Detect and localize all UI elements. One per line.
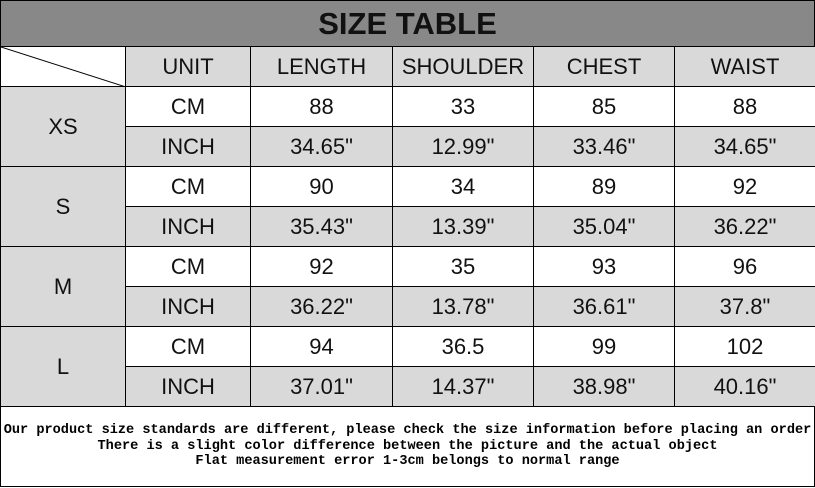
value-cell: 36.5 [392, 326, 534, 367]
value-cell: 99 [533, 326, 675, 367]
size-row-cm: M CM 92 35 93 96 [0, 246, 815, 327]
value-cell: 12.99" [392, 126, 534, 167]
unit-cell: CM [125, 326, 251, 367]
table-title: SIZE TABLE [0, 0, 815, 47]
value-cell: 92 [674, 166, 815, 207]
value-cell: 88 [250, 86, 393, 127]
value-cell: 34.65" [250, 126, 393, 167]
value-cell: 37.01" [250, 366, 393, 407]
value-cell: 40.16" [674, 366, 815, 407]
diagonal-line [1, 47, 126, 87]
value-cell: 13.78" [392, 286, 534, 327]
size-row-inch: INCH 34.65" 12.99" 33.46" 34.65" [1, 126, 815, 167]
value-cell: 38.98" [533, 366, 675, 407]
value-cell: 92 [250, 246, 393, 287]
size-row-cm: XS CM 88 33 85 88 [0, 86, 815, 167]
value-cell: 35.43" [250, 206, 393, 247]
size-label: L [0, 326, 126, 407]
corner-cell [0, 46, 126, 87]
size-label: M [0, 246, 126, 327]
header-chest: CHEST [533, 46, 675, 87]
value-cell: 34.65" [674, 126, 815, 167]
value-cell: 35 [392, 246, 534, 287]
value-cell: 35.04" [533, 206, 675, 247]
value-cell: 33 [392, 86, 534, 127]
value-cell: 36.22" [250, 286, 393, 327]
size-row-inch: INCH 37.01" 14.37" 38.98" 40.16" [1, 366, 815, 407]
value-cell: 93 [533, 246, 675, 287]
value-cell: 89 [533, 166, 675, 207]
header-shoulder: SHOULDER [392, 46, 534, 87]
value-cell: 14.37" [392, 366, 534, 407]
header-unit: UNIT [125, 46, 251, 87]
unit-cell: INCH [125, 366, 251, 407]
size-row-cm: S CM 90 34 89 92 [0, 166, 815, 247]
value-cell: 88 [674, 86, 815, 127]
size-row-inch: INCH 35.43" 13.39" 35.04" 36.22" [1, 206, 815, 247]
header-length: LENGTH [250, 46, 393, 87]
footer-line: There is a slight color difference betwe… [97, 438, 718, 454]
size-label: XS [0, 86, 126, 167]
unit-cell: INCH [125, 206, 251, 247]
value-cell: 102 [674, 326, 815, 367]
value-cell: 96 [674, 246, 815, 287]
value-cell: 34 [392, 166, 534, 207]
value-cell: 90 [250, 166, 393, 207]
value-cell: 36.61" [533, 286, 675, 327]
header-row: UNIT LENGTH SHOULDER CHEST WAIST [0, 46, 815, 87]
footer-notes: Our product size standards are different… [0, 407, 815, 487]
unit-cell: INCH [125, 286, 251, 327]
value-cell: 37.8" [674, 286, 815, 327]
value-cell: 94 [250, 326, 393, 367]
value-cell: 13.39" [392, 206, 534, 247]
unit-cell: CM [125, 166, 251, 207]
unit-cell: INCH [125, 126, 251, 167]
footer-line: Our product size standards are different… [3, 423, 812, 439]
header-waist: WAIST [674, 46, 815, 87]
value-cell: 36.22" [674, 206, 815, 247]
footer-line: Flat measurement error 1-3cm belongs to … [195, 454, 620, 470]
size-label: S [0, 166, 126, 247]
value-cell: 33.46" [533, 126, 675, 167]
size-table: UNIT LENGTH SHOULDER CHEST WAIST XS CM 88 3… [0, 46, 815, 407]
unit-cell: CM [125, 246, 251, 287]
value-cell: 85 [533, 86, 675, 127]
size-row-cm: L CM 94 36.5 99 102 [0, 326, 815, 407]
unit-cell: CM [125, 86, 251, 127]
